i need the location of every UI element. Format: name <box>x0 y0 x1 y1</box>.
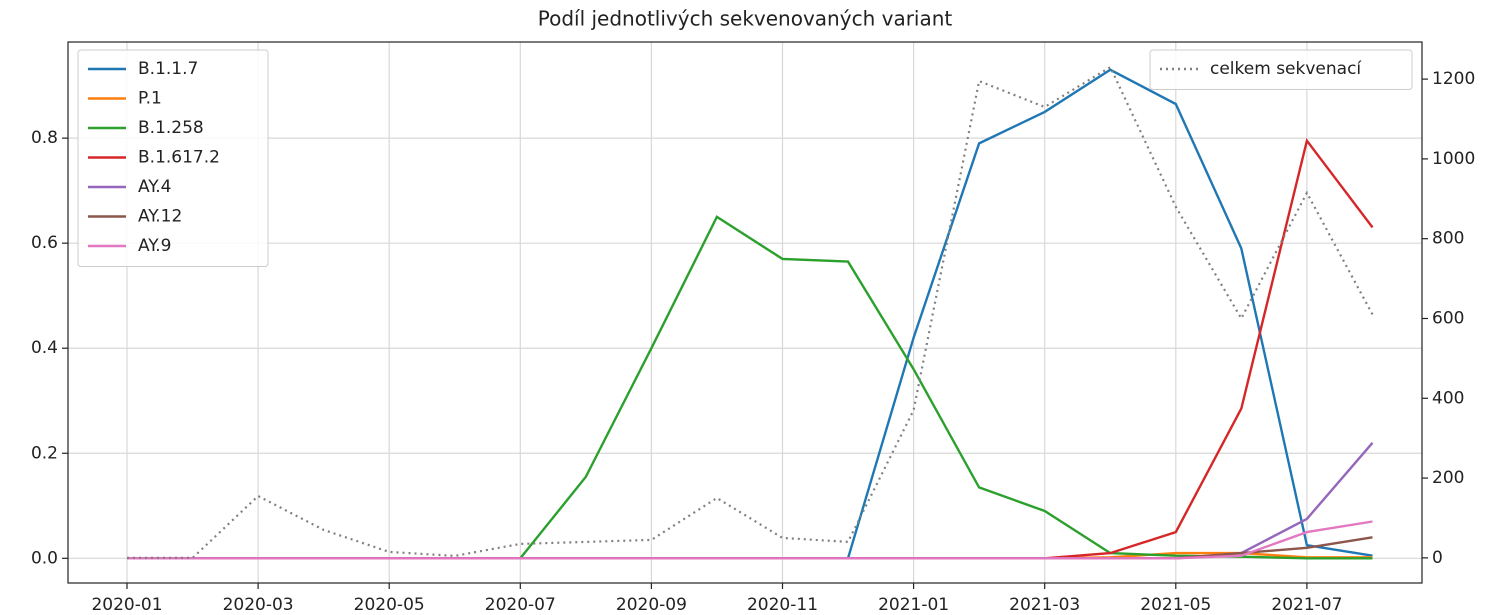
x-tick-label: 2021-03 <box>1009 595 1080 615</box>
y2-tick-label: 0 <box>1432 548 1443 568</box>
x-tick-label: 2020-11 <box>747 595 818 615</box>
legend-box <box>1149 49 1413 90</box>
y2-tick-label: 200 <box>1432 468 1464 488</box>
legend-label: AY.9 <box>138 236 171 256</box>
x-tick-label: 2020-01 <box>91 595 162 615</box>
series-line <box>127 520 1373 560</box>
y-tick-label: 0.0 <box>31 548 58 568</box>
y-tick-label: 0.6 <box>31 233 58 253</box>
y2-tick-label: 600 <box>1432 308 1464 328</box>
series-line <box>127 215 1373 560</box>
legend-box <box>77 49 269 267</box>
legend-label: B.1.617.2 <box>138 148 220 168</box>
x-tick-label: 2020-09 <box>616 595 687 615</box>
series-line <box>127 442 1374 560</box>
legend-label: P.1 <box>138 89 162 109</box>
legend-label: AY.4 <box>138 177 171 197</box>
legend-label: B.1.1.7 <box>138 59 198 79</box>
legend-label: B.1.258 <box>138 118 204 138</box>
x-tick-label: 2021-05 <box>1140 595 1211 615</box>
plot-frame <box>67 41 1423 584</box>
series-line <box>127 68 1373 560</box>
legend: celkem sekvenací <box>1149 49 1413 90</box>
y-tick-label: 0.4 <box>31 338 58 358</box>
series-line <box>127 137 1374 560</box>
y2-tick-label: 400 <box>1432 388 1464 408</box>
x-tick-label: 2021-01 <box>878 595 949 615</box>
y-tick-label: 0.8 <box>31 128 58 148</box>
x-tick-label: 2020-05 <box>354 595 425 615</box>
x-tick-label: 2021-07 <box>1271 595 1342 615</box>
y-tick-label: 0.2 <box>31 443 58 463</box>
y2-tick-label: 1200 <box>1432 69 1475 89</box>
legend-label: celkem sekvenací <box>1210 59 1362 79</box>
legend: B.1.1.7 P.1 B.1.258 B.1.617.2 AY.4 AY.12 AY.9 <box>77 49 269 267</box>
x-tick-label: 2020-03 <box>223 595 294 615</box>
series-line <box>127 65 1374 559</box>
chart-title: Podíl jednotlivých sekvenovaných variant <box>538 7 953 31</box>
x-tick-label: 2020-07 <box>485 595 556 615</box>
y2-tick-label: 1000 <box>1432 149 1475 169</box>
y2-tick-label: 800 <box>1432 229 1464 249</box>
legend-label: AY.12 <box>138 207 182 227</box>
